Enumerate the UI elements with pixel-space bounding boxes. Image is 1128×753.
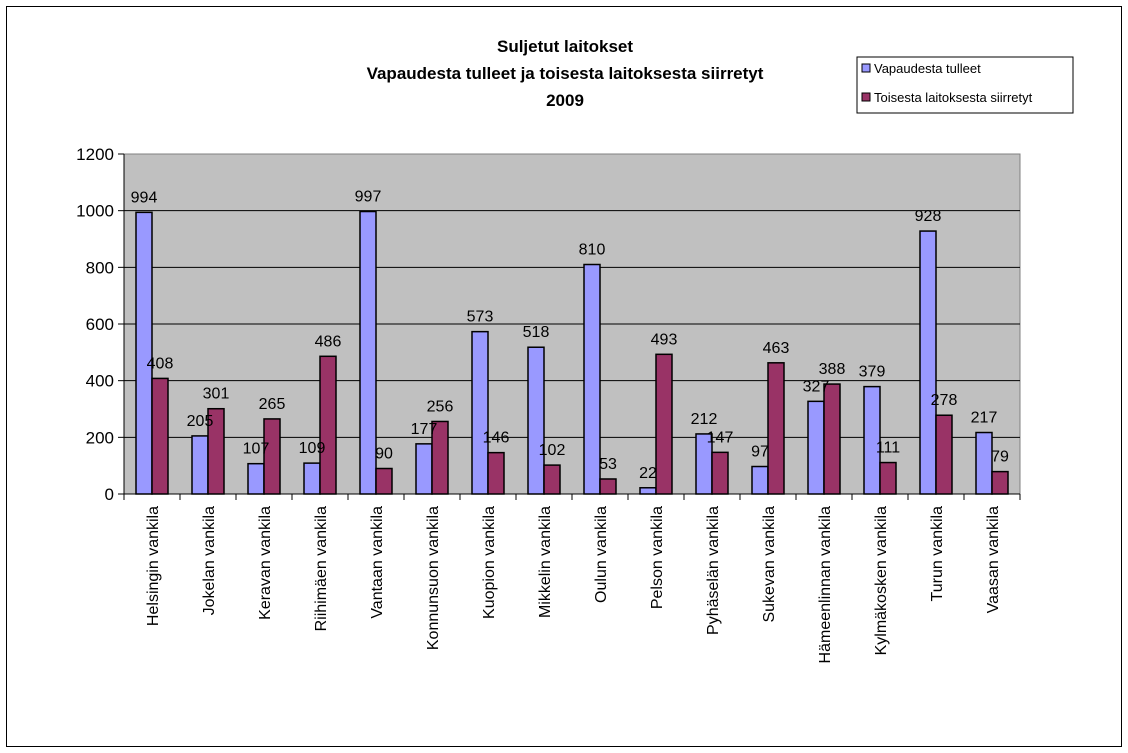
x-category-label-0: Helsingin vankila	[145, 506, 162, 626]
y-tick-label-600: 600	[86, 315, 114, 334]
y-axis: 0 200 400 600 800 1000 1200	[76, 145, 125, 504]
x-category-label-9: Pelson vankila	[649, 506, 666, 609]
y-tick-label-1200: 1200	[76, 145, 114, 164]
y-tick-label-0: 0	[105, 485, 114, 504]
x-category-label-14: Turun vankila	[929, 506, 946, 602]
x-category-label-4: Vantaan vankila	[369, 506, 386, 619]
legend-swatch-toisesta-laitoksesta-siirretyt	[861, 92, 871, 102]
bar-vapaudesta-6	[471, 330, 489, 495]
data-label-siirretyt-7: 102	[539, 442, 566, 459]
data-label-siirretyt-2: 265	[259, 396, 286, 413]
bar-vapaudesta-11	[751, 465, 769, 495]
bar-siirretyt-10	[711, 451, 729, 495]
y-tick-label-400: 400	[86, 372, 114, 391]
data-label-vapaudesta-2: 107	[243, 441, 270, 458]
data-label-vapaudesta-13: 379	[859, 364, 886, 381]
bar-vapaudesta-2	[247, 462, 265, 495]
y-tick-label-1000: 1000	[76, 202, 114, 221]
data-label-vapaudesta-0: 994	[131, 189, 158, 206]
bars	[135, 210, 1009, 495]
data-label-siirretyt-8: 53	[599, 456, 617, 473]
bar-vapaudesta-1	[191, 435, 209, 495]
legend: Vapaudesta tulleet Toisesta laitoksesta …	[856, 56, 1074, 114]
x-category-label-1: Jokelan vankila	[201, 506, 218, 616]
bar-vapaudesta-5	[415, 443, 433, 495]
bar-siirretyt-6	[487, 451, 505, 495]
bar-siirretyt-15	[991, 470, 1009, 495]
bar-vapaudesta-14	[919, 230, 937, 495]
bar-siirretyt-13	[879, 461, 897, 495]
data-label-vapaudesta-9: 22	[639, 465, 657, 482]
x-category-label-12: Hämeenlinnan vankila	[817, 506, 834, 664]
data-label-siirretyt-14: 278	[931, 392, 958, 409]
data-label-siirretyt-4: 90	[375, 446, 393, 463]
bar-siirretyt-3	[319, 355, 337, 495]
bar-vapaudesta-9	[639, 487, 657, 495]
bar-siirretyt-0	[151, 377, 169, 495]
data-label-vapaudesta-3: 109	[299, 440, 326, 457]
data-label-siirretyt-12: 388	[819, 361, 846, 378]
y-tick-label-200: 200	[86, 428, 114, 447]
legend-label-toisesta-laitoksesta-siirretyt: Toisesta laitoksesta siirretyt	[874, 90, 1033, 105]
bar-vapaudesta-4	[359, 210, 377, 495]
bar-siirretyt-8	[599, 478, 617, 495]
x-category-label-11: Sukevan vankila	[761, 506, 778, 623]
x-axis: Helsingin vankila Jokelan vankila Keravan …	[123, 493, 1021, 664]
x-category-label-8: Oulun vankila	[593, 506, 610, 603]
data-label-siirretyt-3: 486	[315, 333, 342, 350]
data-label-vapaudesta-7: 518	[523, 324, 550, 341]
bar-siirretyt-9	[655, 353, 673, 495]
x-category-label-6: Kuopion vankila	[481, 506, 498, 619]
data-label-siirretyt-10: 147	[707, 429, 734, 446]
data-label-siirretyt-9: 493	[651, 331, 678, 348]
data-label-vapaudesta-1: 205	[187, 413, 214, 430]
data-label-vapaudesta-10: 212	[691, 411, 718, 428]
data-label-vapaudesta-6: 573	[467, 309, 494, 326]
bar-siirretyt-12	[823, 383, 841, 495]
bar-vapaudesta-0	[135, 211, 153, 495]
bar-vapaudesta-3	[303, 462, 321, 495]
data-label-siirretyt-0: 408	[147, 355, 174, 372]
data-label-siirretyt-11: 463	[763, 340, 790, 357]
x-category-label-10: Pyhäselän vankila	[705, 506, 722, 635]
legend-swatch-vapaudesta-tulleet	[861, 63, 871, 73]
x-category-label-5: Konnunsuon vankila	[425, 506, 442, 650]
x-category-label-3: Riihimäen vankila	[313, 506, 330, 631]
chart-title-line-2: Vapaudesta tulleet ja toisesta laitokses…	[367, 64, 764, 83]
x-category-label-2: Keravan vankila	[257, 506, 274, 620]
bar-vapaudesta-15	[975, 431, 993, 495]
y-tick-label-800: 800	[86, 258, 114, 277]
chart-title-line-1: Suljetut laitokset	[497, 37, 633, 56]
legend-label-vapaudesta-tulleet: Vapaudesta tulleet	[874, 61, 981, 76]
data-label-vapaudesta-14: 928	[915, 208, 942, 225]
data-label-vapaudesta-15: 217	[971, 410, 998, 427]
chart-title: Suljetut laitokset Vapaudesta tulleet ja…	[367, 37, 764, 110]
bar-siirretyt-7	[543, 464, 561, 495]
bar-siirretyt-11	[767, 362, 785, 495]
x-category-label-15: Vaasan vankila	[985, 506, 1002, 613]
bar-vapaudesta-7	[527, 346, 545, 495]
data-labels: 994 408 205 301 107 265 109 486 997 90 177 256 573 14…	[131, 189, 1009, 482]
data-label-vapaudesta-8: 810	[579, 242, 606, 259]
bar-siirretyt-14	[935, 414, 953, 495]
bar-vapaudesta-12	[807, 400, 825, 495]
data-label-vapaudesta-11: 97	[751, 444, 769, 461]
chart-title-line-3: 2009	[546, 91, 584, 110]
data-label-vapaudesta-4: 997	[355, 189, 382, 206]
x-category-label-7: Mikkelin vankila	[537, 506, 554, 618]
data-label-siirretyt-15: 79	[991, 449, 1009, 466]
data-label-vapaudesta-12: 327	[803, 378, 830, 395]
bar-vapaudesta-8	[583, 263, 601, 495]
legend-box	[856, 56, 1074, 114]
data-label-vapaudesta-5: 177	[411, 421, 438, 438]
data-label-siirretyt-6: 146	[483, 430, 510, 447]
data-label-siirretyt-1: 301	[203, 386, 230, 403]
x-category-label-13: Kylmäkosken vankila	[873, 506, 890, 656]
bar-siirretyt-4	[375, 467, 393, 495]
data-label-siirretyt-5: 256	[427, 398, 454, 415]
data-label-siirretyt-13: 111	[876, 440, 900, 457]
